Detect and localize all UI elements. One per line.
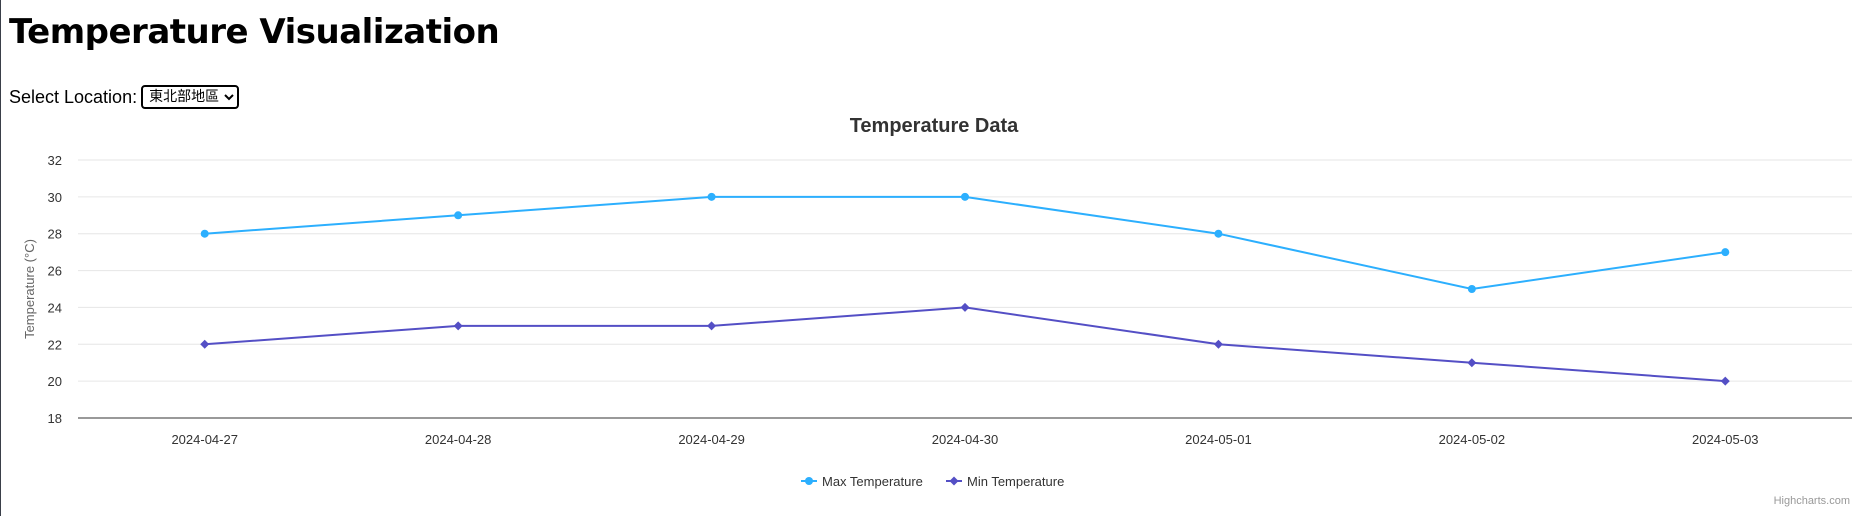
data-point-max[interactable]	[454, 211, 463, 220]
data-point-min[interactable]	[960, 302, 970, 312]
location-select[interactable]: 東北部地區	[141, 85, 240, 109]
data-point-min[interactable]	[200, 339, 210, 349]
y-tick-label: 28	[48, 227, 62, 242]
y-tick-label: 18	[48, 411, 62, 426]
legend-diamond-marker	[949, 476, 959, 486]
data-point-max[interactable]	[200, 229, 209, 238]
x-tick-label: 2024-04-27	[171, 432, 238, 447]
x-tick-label: 2024-04-30	[932, 432, 999, 447]
series-line-max	[204, 195, 1726, 291]
data-point-min[interactable]	[1720, 376, 1730, 386]
series-layer	[200, 192, 1730, 386]
legend: Max Temperature Min Temperature	[801, 474, 1064, 489]
y-tick-label: 30	[48, 190, 62, 205]
temperature-chart: Temperature Data 18 20 22 24 26 28 30 32 2024-0…	[22, 115, 1852, 507]
data-point-max[interactable]	[961, 192, 969, 201]
location-selector-row: Select Location: 東北部地區	[9, 85, 240, 109]
y-tick-label: 32	[48, 153, 62, 168]
chart-title: Temperature Data	[850, 115, 1019, 137]
location-label: Select Location:	[9, 87, 138, 107]
window-left-border	[0, 0, 1, 516]
x-tick-label: 2024-05-02	[1439, 432, 1506, 447]
y-tick-label: 22	[48, 337, 62, 352]
x-tick-label: 2024-05-03	[1692, 432, 1759, 447]
y-axis-title: Temperature (°C)	[22, 239, 37, 339]
legend-item[interactable]: Min Temperature	[946, 474, 1064, 489]
legend-item[interactable]: Max Temperature	[801, 474, 923, 489]
data-point-min[interactable]	[453, 321, 463, 331]
data-point-min[interactable]	[1467, 358, 1477, 368]
x-axis-ticks: 2024-04-27 2024-04-28 2024-04-29 2024-04-30…	[171, 432, 1758, 447]
x-tick-label: 2024-04-28	[425, 432, 492, 447]
legend-circle-marker	[805, 477, 813, 485]
data-point-max[interactable]	[707, 192, 716, 201]
data-point-min[interactable]	[707, 321, 717, 331]
page-title: Temperature Visualization	[9, 12, 500, 52]
y-tick-label: 24	[48, 300, 62, 315]
data-point-min[interactable]	[1213, 339, 1223, 349]
x-tick-label: 2024-05-01	[1185, 432, 1252, 447]
legend-label: Min Temperature	[967, 474, 1064, 489]
credits-link[interactable]: Highcharts.com	[1774, 495, 1850, 507]
data-point-max[interactable]	[1721, 248, 1730, 257]
legend-label: Max Temperature	[822, 474, 923, 489]
data-point-max[interactable]	[1467, 285, 1476, 293]
y-axis-ticks: 18 20 22 24 26 28 30 32	[48, 153, 62, 426]
y-tick-label: 20	[48, 374, 62, 389]
data-point-max[interactable]	[1214, 229, 1223, 238]
y-tick-label: 26	[48, 264, 62, 279]
x-tick-label: 2024-04-29	[678, 432, 745, 447]
